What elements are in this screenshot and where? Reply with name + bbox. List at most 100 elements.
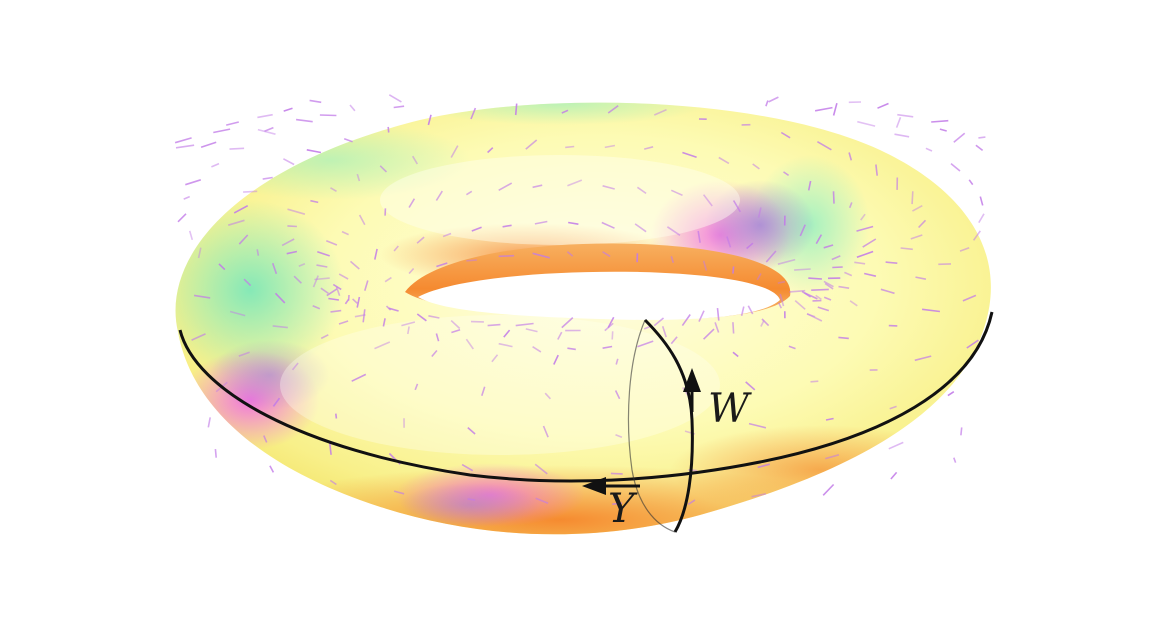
field-arrow: [817, 306, 830, 312]
field-arrow: [317, 251, 330, 257]
field-arrow: [604, 322, 614, 332]
field-arrow: [714, 322, 720, 333]
torus-surface: [175, 102, 991, 535]
field-arrow: [761, 318, 770, 327]
field-arrow: [567, 179, 583, 187]
field-arrow: [950, 162, 961, 172]
field-arrow: [229, 147, 245, 150]
field-arrow: [602, 251, 611, 258]
field-arrow: [702, 260, 708, 271]
field-arrow: [661, 326, 667, 338]
field-arrow: [487, 323, 501, 327]
field-arrow: [335, 413, 338, 419]
field-arrow: [602, 185, 615, 190]
field-arrow: [804, 292, 818, 300]
field-arrow: [525, 139, 538, 150]
meridian-curve-back: [627, 319, 676, 533]
field-arrow: [815, 234, 823, 245]
field-arrow: [602, 345, 613, 349]
field-arrow: [947, 391, 955, 397]
field-arrow: [385, 305, 392, 311]
field-arrow: [218, 263, 226, 271]
field-arrow: [183, 195, 191, 200]
field-arrow: [200, 141, 217, 148]
field-arrow: [615, 433, 623, 438]
field-arrow: [238, 351, 250, 357]
field-arrow: [338, 273, 349, 280]
field-arrow: [193, 294, 211, 299]
field-arrow: [213, 128, 231, 134]
field-arrow: [824, 282, 834, 290]
field-arrow: [287, 225, 297, 228]
field-arrow: [274, 292, 286, 304]
field-arrow: [349, 260, 360, 270]
field-arrow: [471, 226, 482, 232]
field-arrow: [732, 322, 735, 334]
field-arrow: [808, 277, 822, 280]
field-arrow: [615, 358, 619, 365]
field-arrow: [393, 105, 405, 109]
field-arrow: [498, 254, 515, 258]
field-arrow: [174, 137, 192, 144]
field-arrow: [451, 328, 461, 334]
field-arrow: [670, 256, 675, 263]
field-arrow: [838, 336, 849, 340]
field-arrow: [243, 278, 252, 287]
field-arrow: [794, 299, 806, 310]
field-arrow: [553, 354, 559, 365]
field-arrow: [831, 255, 841, 261]
field-arrow: [470, 107, 477, 120]
field-arrow: [532, 252, 550, 259]
field-arrow: [751, 493, 767, 498]
field-arrow: [314, 277, 330, 281]
field-arrow: [325, 239, 338, 246]
field-arrow: [356, 173, 361, 182]
field-arrow: [291, 362, 299, 371]
field-arrow: [567, 347, 576, 351]
field-arrow: [732, 266, 735, 274]
field-arrow: [335, 286, 341, 296]
field-arrow: [408, 198, 416, 208]
field-arrow: [811, 288, 829, 291]
field-arrow: [320, 287, 329, 295]
field-arrow: [379, 165, 388, 173]
field-arrow: [257, 128, 276, 135]
field-arrow: [272, 325, 288, 329]
field-arrow: [466, 259, 477, 262]
field-arrow: [309, 99, 322, 104]
field-arrow: [978, 136, 986, 139]
field-arrow: [352, 298, 358, 304]
field-arrow: [561, 317, 574, 329]
field-arrow: [534, 220, 548, 225]
field-arrow: [823, 296, 832, 301]
field-arrow: [568, 221, 579, 225]
field-arrow: [780, 131, 791, 139]
field-arrow: [939, 128, 947, 132]
field-arrow: [238, 234, 249, 245]
field-arrow: [382, 318, 386, 327]
field-arrow: [326, 288, 338, 297]
field-arrow: [356, 296, 361, 308]
field-arrow: [918, 219, 927, 229]
field-arrow: [491, 354, 499, 363]
field-arrow: [465, 190, 473, 196]
field-arrow: [783, 171, 790, 177]
field-arrow: [461, 463, 474, 472]
field-arrow: [450, 145, 459, 158]
field-arrow: [968, 179, 974, 186]
field-arrow: [860, 213, 866, 221]
field-arrow: [634, 223, 647, 233]
field-arrow: [487, 147, 494, 154]
field-arrow: [269, 465, 275, 473]
field-arrow: [889, 405, 897, 410]
field-arrow: [637, 340, 654, 348]
field-arrow: [975, 144, 984, 152]
field-arrow: [875, 164, 878, 176]
field-arrow: [515, 322, 534, 327]
field-arrow: [856, 225, 874, 232]
field-arrow: [229, 310, 246, 317]
field-arrow: [431, 349, 438, 358]
field-arrow: [207, 417, 211, 428]
field-arrow: [557, 331, 563, 340]
field-arrow: [732, 351, 739, 358]
